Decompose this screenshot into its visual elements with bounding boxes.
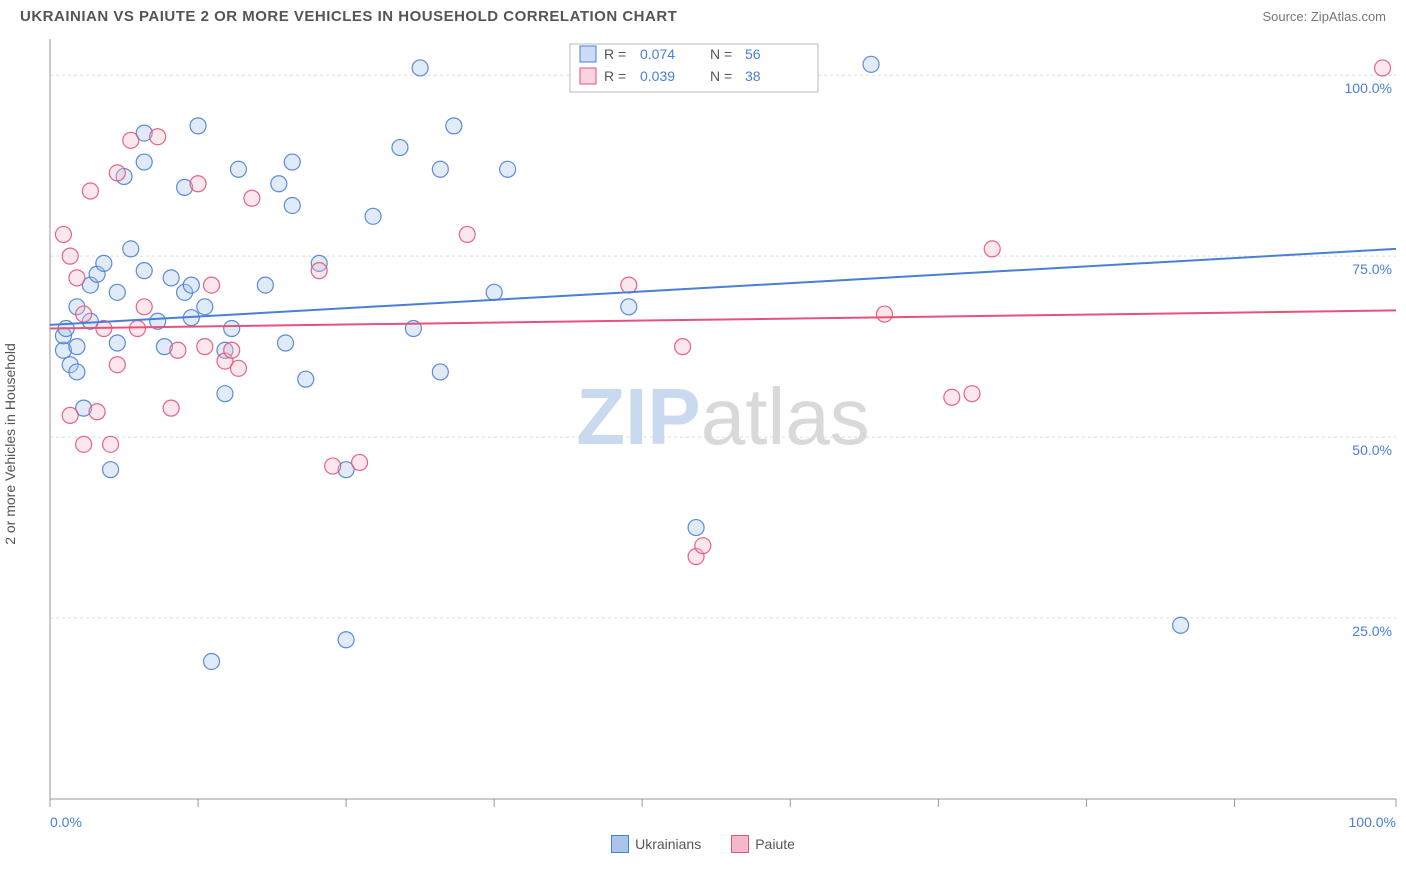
legend-item-paiute: Paiute xyxy=(731,835,795,853)
header-bar: UKRAINIAN VS PAIUTE 2 OR MORE VEHICLES I… xyxy=(0,0,1406,29)
legend-label-ukrainians: Ukrainians xyxy=(635,836,701,852)
chart-title: UKRAINIAN VS PAIUTE 2 OR MORE VEHICLES I… xyxy=(20,8,677,25)
svg-text:0.074: 0.074 xyxy=(640,46,675,62)
footer-legend: Ukrainians Paiute xyxy=(0,829,1406,859)
scatter-chart: 25.0% 50.0% 75.0% 100.0% 0.0% 100.0% ZIPatlas R… xyxy=(0,29,1406,859)
svg-text:100.0%: 100.0% xyxy=(1345,80,1392,96)
y-axis-label: 2 or more Vehicles in Household xyxy=(2,343,18,545)
svg-text:0.0%: 0.0% xyxy=(50,814,82,830)
legend-swatch-ukrainians xyxy=(611,835,629,853)
legend-label-paiute: Paiute xyxy=(755,836,795,852)
svg-text:56: 56 xyxy=(745,46,761,62)
svg-text:25.0%: 25.0% xyxy=(1352,623,1392,639)
svg-text:ZIPatlas: ZIPatlas xyxy=(576,372,869,461)
source-label: Source: ZipAtlas.com xyxy=(1262,9,1386,24)
svg-text:100.0%: 100.0% xyxy=(1349,814,1396,830)
chart-container: 2 or more Vehicles in Household 25.0% 50.… xyxy=(0,29,1406,859)
legend-swatch-paiute xyxy=(731,835,749,853)
svg-text:50.0%: 50.0% xyxy=(1352,442,1392,458)
svg-text:38: 38 xyxy=(745,68,761,84)
svg-text:R =: R = xyxy=(604,68,626,84)
svg-text:R =: R = xyxy=(604,46,626,62)
svg-text:0.039: 0.039 xyxy=(640,68,675,84)
svg-text:N =: N = xyxy=(710,68,732,84)
svg-text:N =: N = xyxy=(710,46,732,62)
svg-text:75.0%: 75.0% xyxy=(1352,261,1392,277)
legend-item-ukrainians: Ukrainians xyxy=(611,835,701,853)
